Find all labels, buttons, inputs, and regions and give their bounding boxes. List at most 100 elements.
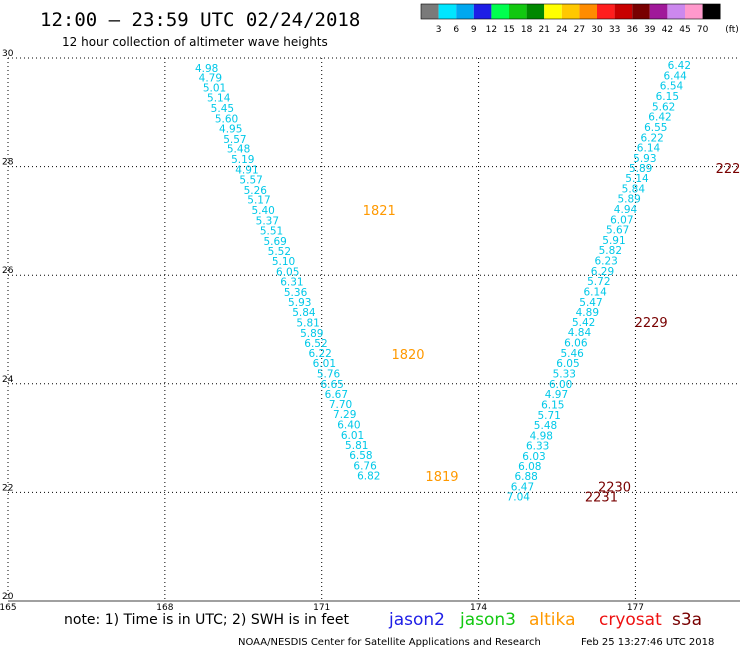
colorbar-label: 9	[471, 25, 477, 35]
wave-height-point: 5.71	[537, 410, 560, 422]
wave-height-point: 4.98	[195, 63, 218, 75]
wave-height-point: 6.52	[304, 338, 327, 350]
wave-height-point: 5.19	[231, 154, 254, 166]
colorbar-label: 21	[538, 25, 549, 35]
pass-time-label: 1820	[391, 348, 424, 363]
wave-height-point: 5.76	[317, 368, 341, 380]
y-tick-label: 30	[2, 49, 14, 59]
wave-height-point: 6.15	[541, 399, 564, 411]
wave-height-point: 4.94	[614, 204, 638, 216]
colorbar-swatch	[526, 4, 545, 19]
wave-height-point: 5.57	[239, 175, 262, 187]
colorbar-label: 39	[644, 25, 656, 35]
legend-item-cryosat: cryosat	[599, 610, 662, 630]
colorbar-swatch	[421, 4, 439, 19]
wave-height-point: 4.91	[235, 164, 258, 176]
wave-height-point: 5.45	[211, 103, 234, 115]
wave-height-point: 5.26	[244, 185, 268, 197]
wave-height-point: 5.17	[247, 195, 270, 207]
colorbar-swatch	[667, 4, 685, 19]
wave-height-point: 5.48	[534, 420, 557, 432]
colorbar-label: 3	[436, 25, 442, 35]
wave-height-point: 4.84	[568, 327, 592, 339]
wave-height-point: 6.42	[668, 60, 691, 72]
wave-height-point: 5.36	[284, 287, 308, 299]
wave-height-point: 5.48	[227, 144, 250, 156]
wave-height-point: 6.40	[337, 420, 360, 432]
wave-height-point: 5.67	[606, 225, 629, 237]
footer-credit: NOAA/NESDIS Center for Satellite Applica…	[238, 637, 541, 648]
colorbar-swatch	[614, 4, 633, 19]
colorbar-swatch	[685, 4, 703, 19]
y-tick-label: 28	[2, 158, 14, 168]
wave-height-point: 6.76	[353, 460, 377, 472]
wave-height-point: 5.46	[560, 348, 584, 360]
wave-height-points: 4.984.795.015.145.455.604.955.575.485.19…	[195, 60, 691, 504]
x-tick-label: 168	[156, 603, 173, 613]
legend-item-s3a: s3a	[672, 610, 702, 630]
wave-height-point: 6.14	[637, 143, 661, 155]
wave-height-point: 5.72	[587, 276, 610, 288]
wave-height-point: 7.04	[507, 492, 531, 504]
colorbar-label: 42	[662, 25, 673, 35]
y-tick-label: 26	[2, 266, 14, 276]
legend-item-jason3: jason3	[459, 610, 516, 630]
chart-grid	[7, 57, 740, 602]
y-tick-label: 20	[2, 592, 14, 602]
y-tick-label: 24	[2, 375, 14, 385]
wave-height-point: 5.62	[652, 101, 675, 113]
colorbar-swatch	[456, 4, 474, 19]
wave-height-point: 5.47	[579, 297, 602, 309]
wave-height-point: 6.00	[549, 379, 572, 391]
wave-height-point: 5.10	[272, 256, 295, 268]
pass-time-label: 2230	[598, 480, 631, 495]
wave-height-point: 6.15	[656, 91, 679, 103]
wave-height-point: 6.44	[663, 70, 687, 82]
colorbar-label: 45	[679, 25, 690, 35]
colorbar-label: 30	[591, 25, 603, 35]
satellite-legend: jason2 jason3 altika cryosat s3a	[388, 610, 702, 630]
wave-height-point: 4.97	[545, 389, 568, 401]
wave-height-point: 5.89	[629, 163, 652, 175]
colorbar-label: 6	[453, 25, 459, 35]
colorbar-label: 36	[626, 25, 638, 35]
wave-height-point: 5.33	[553, 368, 576, 380]
wave-height-point: 6.03	[522, 451, 545, 463]
colorbar-label: 15	[503, 25, 514, 35]
wave-height-point: 6.31	[280, 277, 303, 289]
chart-title: 12:00 – 23:59 UTC 02/24/2018	[40, 9, 360, 31]
wave-height-point: 5.01	[203, 82, 226, 94]
wave-height-point: 5.81	[296, 317, 319, 329]
wave-height-point: 6.05	[556, 358, 579, 370]
wave-height-point: 5.82	[599, 245, 622, 257]
wave-height-point: 6.14	[583, 286, 607, 298]
wave-height-point: 6.06	[564, 338, 588, 350]
wave-height-point: 4.79	[199, 73, 222, 85]
pass-time-label: 1821	[363, 204, 396, 219]
colorbar-label: 12	[486, 25, 497, 35]
colorbar-swatch	[473, 4, 492, 19]
wave-height-point: 5.91	[602, 235, 625, 247]
colorbar-label: 70	[697, 25, 709, 35]
colorbar-unit: (ft)	[725, 25, 739, 35]
colorbar-frame	[420, 3, 721, 20]
pass-time-label: 1819	[425, 470, 458, 485]
y-tick-label: 22	[2, 483, 13, 493]
colorbar-label: 27	[574, 25, 585, 35]
wave-height-point: 5.93	[633, 153, 656, 165]
pass-time-label: 2228	[716, 162, 740, 177]
wave-height-point: 6.22	[308, 348, 331, 360]
colorbar-swatch	[491, 4, 509, 19]
chart-subtitle: 12 hour collection of altimeter wave hei…	[62, 35, 328, 49]
wave-height-point: 6.07	[610, 214, 633, 226]
wave-height-point: 5.69	[263, 236, 286, 248]
wave-height-point: 6.47	[511, 481, 534, 493]
wave-height-point: 4.98	[530, 430, 553, 442]
footer-timestamp: Feb 25 13:27:46 UTC 2018	[581, 637, 714, 648]
wave-height-point: 6.05	[276, 266, 299, 278]
wave-height-point: 5.60	[215, 113, 238, 125]
wave-height-point: 6.65	[320, 379, 343, 391]
y-tick-labels: 20 22 24 26 28 30	[2, 49, 14, 602]
